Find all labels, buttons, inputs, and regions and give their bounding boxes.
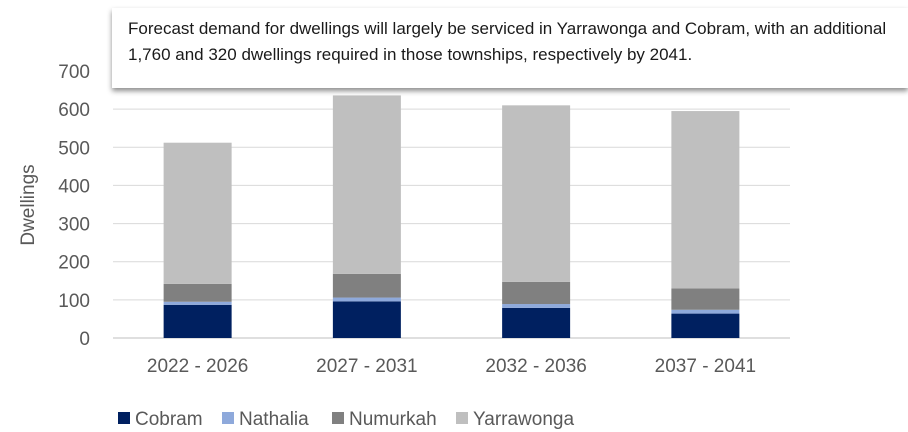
x-tick-label: 2022 - 2026 xyxy=(147,356,248,377)
legend-label: Cobram xyxy=(135,409,203,430)
bar-segment xyxy=(163,142,232,284)
bar-segment xyxy=(163,301,232,305)
bar-segment xyxy=(671,111,740,289)
bar-segment xyxy=(332,297,401,302)
y-axis-ticks: 0 100 200 300 400 500 600 700 xyxy=(58,62,90,350)
y-tick-label: 400 xyxy=(58,176,90,197)
x-tick-label: 2027 - 2031 xyxy=(316,356,417,377)
x-axis-ticks: 2022 - 2026 2027 - 2031 2032 - 2036 2037 - … xyxy=(147,356,756,377)
y-tick-label: 600 xyxy=(58,100,90,121)
bars xyxy=(163,95,740,338)
legend-swatch xyxy=(222,412,234,424)
bar-segment xyxy=(332,95,401,274)
legend-label: Numurkah xyxy=(349,409,437,430)
bar-segment xyxy=(332,273,401,298)
y-axis-title: Dwellings xyxy=(18,164,39,245)
bar-segment xyxy=(332,301,401,338)
y-tick-label: 300 xyxy=(58,215,90,236)
bar-segment xyxy=(163,304,232,338)
x-tick-label: 2037 - 2041 xyxy=(655,356,756,377)
tooltip-text: Forecast demand for dwellings will large… xyxy=(128,19,887,64)
bar-segment xyxy=(671,288,740,310)
x-tick-label: 2032 - 2036 xyxy=(485,356,586,377)
y-tick-label: 500 xyxy=(58,138,90,159)
bar-segment xyxy=(671,309,740,314)
legend-label: Nathalia xyxy=(239,409,309,430)
y-tick-label: 100 xyxy=(58,291,90,312)
bar-segment xyxy=(671,313,740,338)
legend-swatch xyxy=(118,412,130,424)
bar-segment xyxy=(502,307,571,338)
bar-segment xyxy=(502,281,571,305)
y-tick-label: 0 xyxy=(79,329,90,350)
legend: Cobram Nathalia Numurkah Yarrawonga xyxy=(118,409,574,430)
legend-swatch xyxy=(456,412,468,424)
bar-segment xyxy=(502,304,571,308)
y-tick-label: 200 xyxy=(58,253,90,274)
legend-label: Yarrawonga xyxy=(473,409,574,430)
y-tick-label: 700 xyxy=(58,62,90,83)
legend-swatch xyxy=(332,412,344,424)
bar-segment xyxy=(163,283,232,302)
annotation-tooltip: Forecast demand for dwellings will large… xyxy=(112,8,908,88)
bar-segment xyxy=(502,105,571,282)
